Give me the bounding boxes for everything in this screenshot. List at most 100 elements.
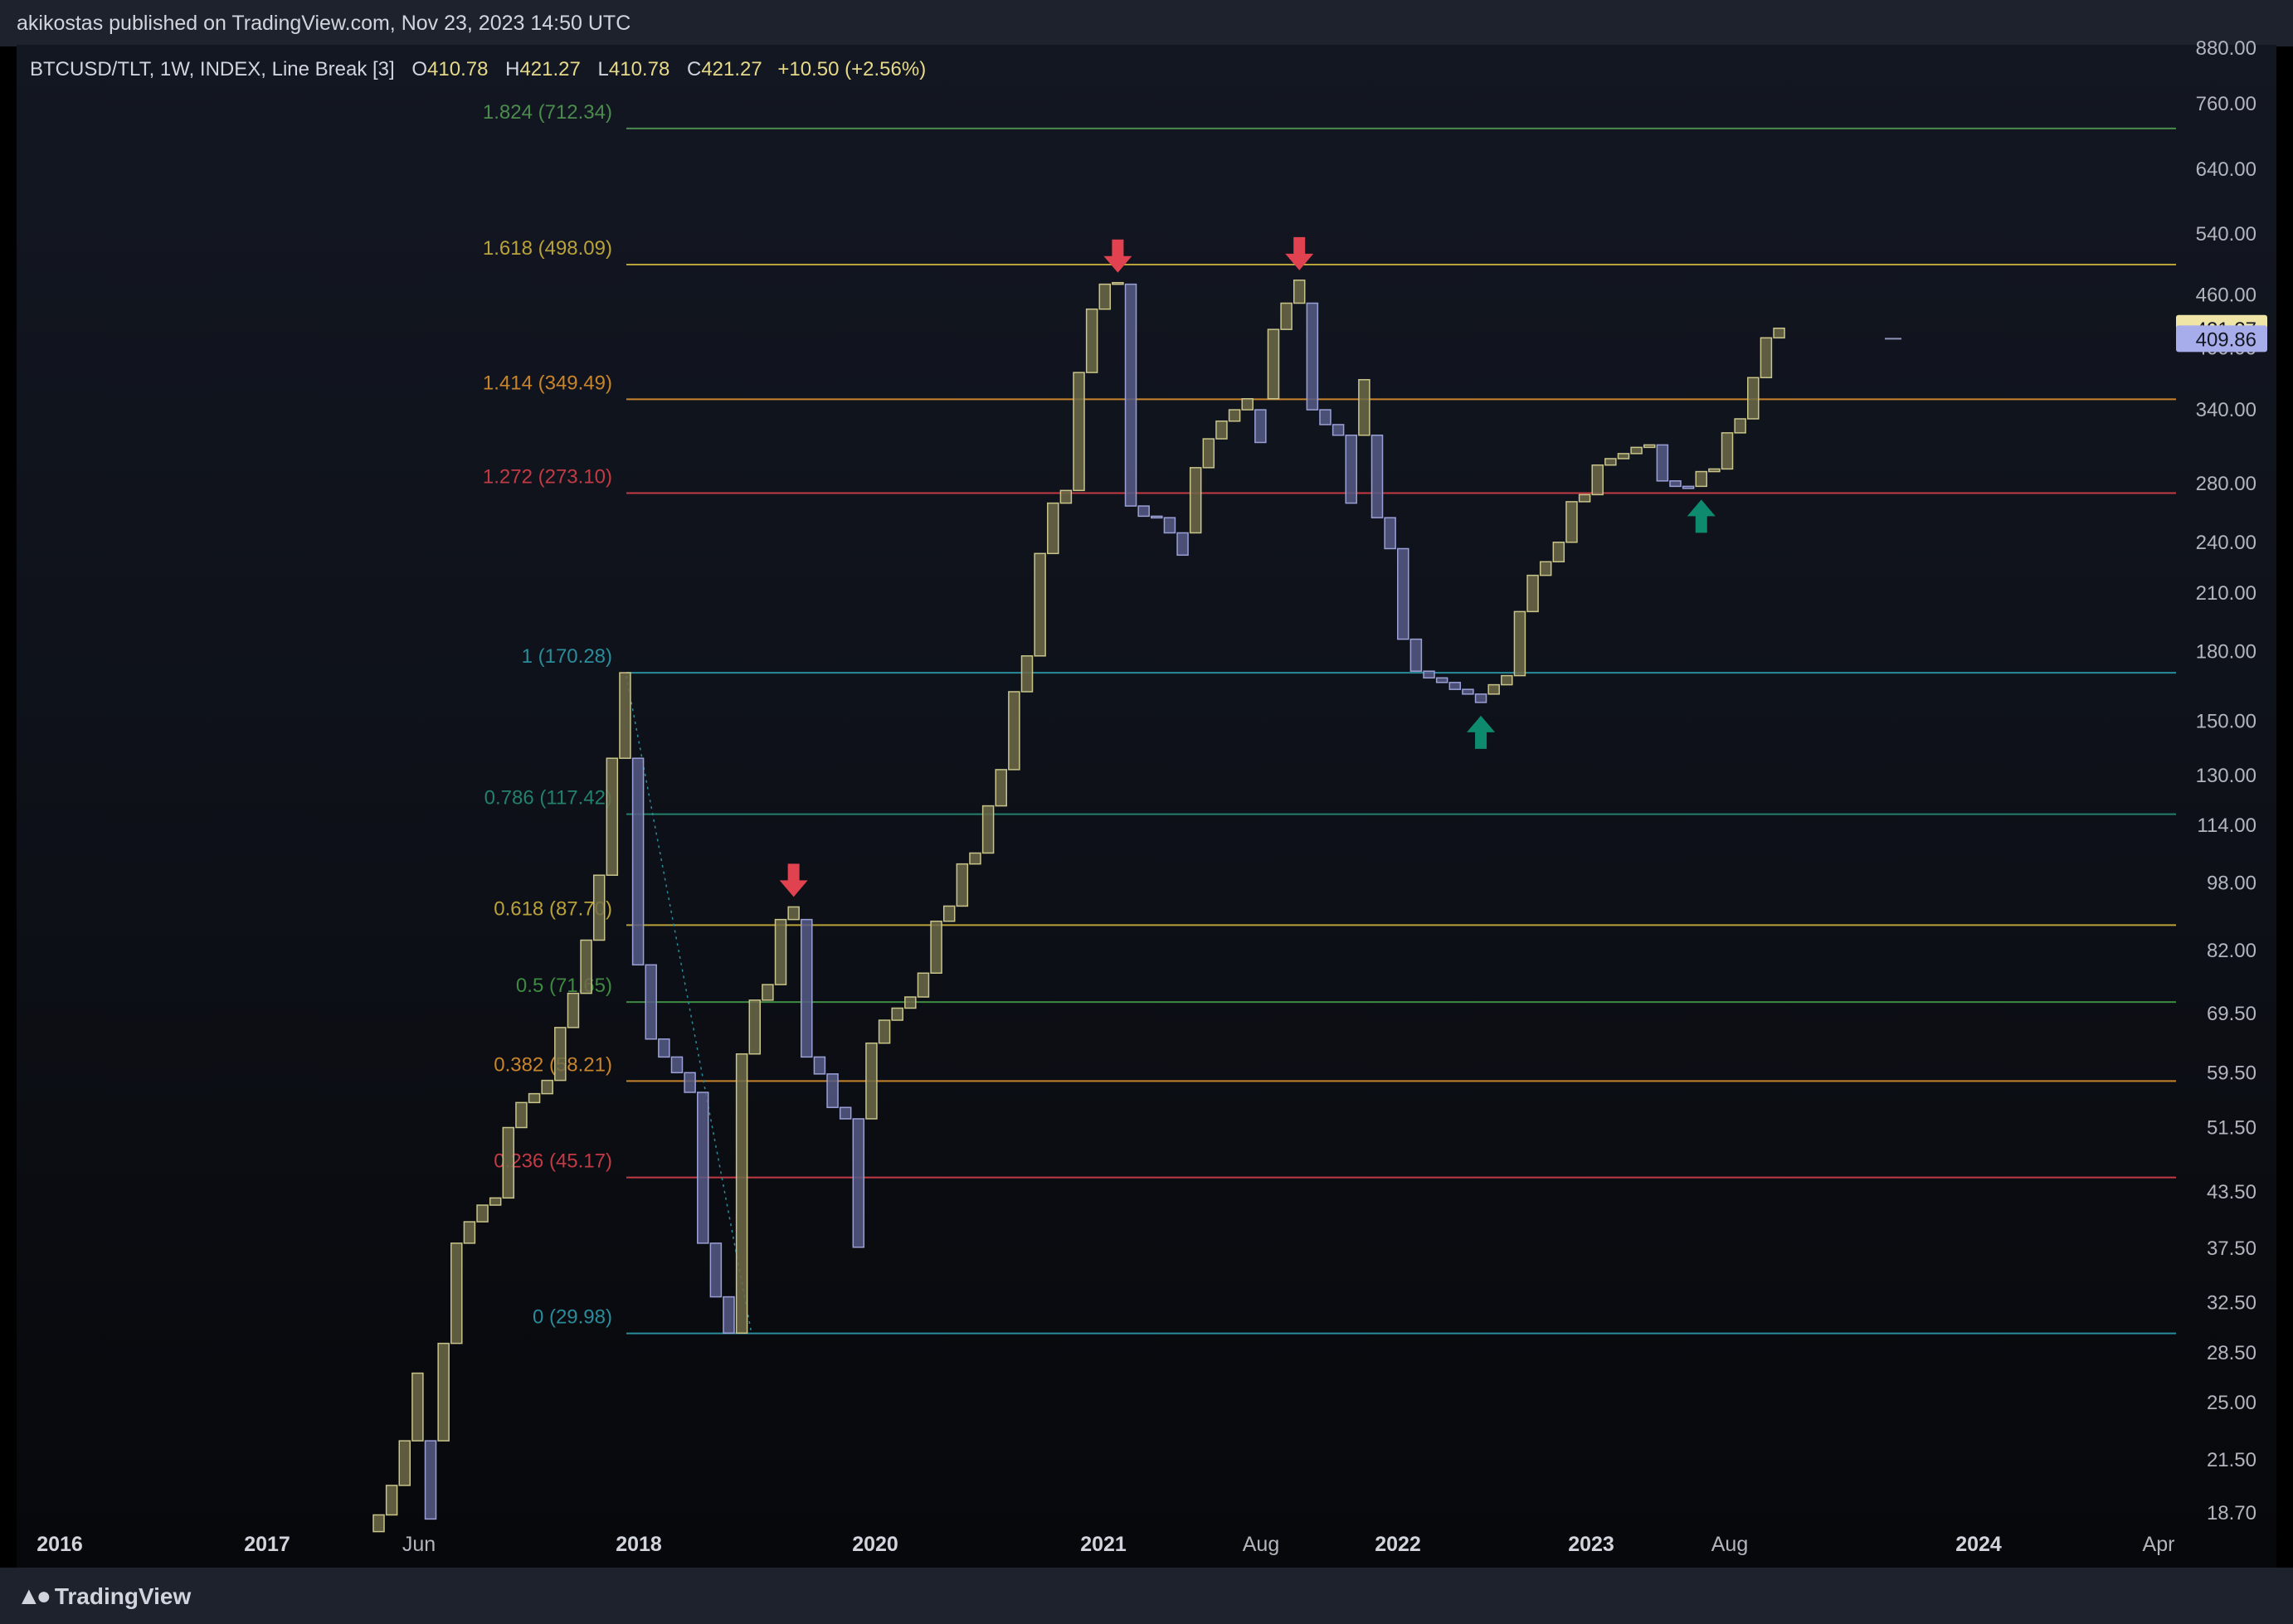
chart-frame[interactable] — [17, 45, 2276, 1568]
up-brick — [1617, 453, 1630, 459]
up-brick — [619, 672, 631, 759]
branding-footer — [0, 1568, 2293, 1624]
up-brick — [1008, 691, 1020, 771]
down-brick — [1124, 283, 1137, 507]
fibonacci-retracement[interactable]: 1.824 (712.34) 1.618 (498.09) 1.414 (349.4… — [483, 101, 2176, 1335]
open-label: O — [411, 58, 428, 80]
up-brick — [981, 805, 995, 854]
low-value: 410.78 — [608, 58, 670, 80]
fib-level-label: 1 (170.28) — [522, 645, 612, 668]
up-brick — [995, 769, 1007, 807]
price-tick-label: 21.50 — [2207, 1449, 2256, 1471]
signal-arrows — [779, 236, 1716, 897]
price-tick-label: 150.00 — [2196, 710, 2256, 732]
down-brick — [1682, 485, 1695, 489]
down-brick — [813, 1056, 826, 1075]
down-brick — [1176, 532, 1189, 557]
up-brick — [1565, 501, 1578, 543]
up-brick — [1241, 398, 1254, 411]
up-brick — [942, 905, 956, 922]
down-brick — [1254, 409, 1267, 444]
time-tick-label: 2021 — [1080, 1533, 1127, 1556]
down-brick — [852, 1118, 865, 1248]
down-brick — [1669, 480, 1682, 488]
close-label: C — [686, 58, 702, 80]
symbol-name: BTCUSD/TLT, 1W, INDEX, Line Break [3] — [30, 58, 395, 80]
price-tick-label: 25.00 — [2207, 1392, 2256, 1414]
time-tick-label: 2018 — [616, 1533, 662, 1556]
price-tick-label: 114.00 — [2197, 814, 2256, 837]
up-brick — [1760, 337, 1773, 379]
down-brick — [1448, 682, 1462, 690]
price-tick-label: 32.50 — [2207, 1292, 2256, 1315]
price-tick-label: 540.00 — [2196, 223, 2256, 246]
time-tick-label: 2017 — [244, 1533, 290, 1556]
up-brick — [1708, 468, 1721, 473]
up-brick — [762, 984, 774, 1001]
time-tick-label: Aug — [1711, 1533, 1748, 1556]
buy-arrow-icon — [1467, 715, 1496, 749]
high-label: H — [505, 58, 520, 80]
up-brick — [1643, 444, 1656, 449]
up-brick — [1085, 308, 1098, 373]
down-brick — [684, 1072, 696, 1093]
tradingview-logo-icon: ▲● — [17, 1583, 51, 1610]
down-brick — [1397, 547, 1409, 640]
fib-level-label: 1.824 (712.34) — [483, 101, 612, 124]
down-brick — [1435, 677, 1448, 683]
up-brick — [437, 1342, 450, 1442]
down-brick — [1306, 302, 1319, 411]
time-axis[interactable]: 2016 2017 Jun 2018 2020 2021 Aug 2022 2023 Aug 202… — [37, 1533, 2174, 1556]
price-tick-label: 130.00 — [2196, 765, 2256, 787]
price-tick-label: 340.00 — [2196, 399, 2256, 421]
up-brick — [1228, 409, 1241, 422]
up-brick — [1513, 610, 1526, 677]
up-brick — [1280, 302, 1293, 330]
down-brick — [826, 1073, 839, 1108]
down-brick — [1370, 434, 1384, 518]
close-value: 421.27 — [701, 58, 762, 80]
up-brick — [592, 874, 606, 941]
down-brick — [658, 1038, 670, 1058]
up-brick — [774, 918, 787, 985]
price-axis[interactable]: 880.00760.00640.00540.00460.00400.00340.… — [2196, 37, 2256, 1524]
fib-level-label: 0.618 (87.70) — [494, 897, 612, 920]
sell-arrow-icon — [1103, 239, 1132, 273]
price-tick-label: 98.00 — [2207, 872, 2256, 894]
time-tick-label: Apr — [2143, 1533, 2175, 1556]
time-tick-label: Aug — [1243, 1533, 1279, 1556]
price-tick-label: 28.50 — [2207, 1342, 2256, 1364]
up-brick — [502, 1126, 515, 1199]
price-tick-label: 640.00 — [2196, 158, 2256, 181]
fib-level-label: 0.786 (117.42) — [484, 787, 612, 810]
down-brick — [723, 1296, 735, 1335]
last-price-labels: 421.27409.86 — [2176, 314, 2267, 353]
time-tick-label: 2023 — [1568, 1533, 1614, 1556]
up-brick — [580, 939, 592, 994]
up-brick — [1552, 542, 1565, 563]
buy-arrow-icon — [1687, 499, 1716, 533]
fib-level-label: 0 (29.98) — [533, 1306, 612, 1329]
fib-level-label: 0.5 (71.65) — [516, 975, 612, 997]
down-brick — [1384, 517, 1396, 550]
price-tick-label: 51.50 — [2207, 1116, 2256, 1139]
price-tick-label: 460.00 — [2196, 284, 2256, 306]
down-brick — [1331, 424, 1345, 436]
sell-arrow-icon — [1285, 236, 1314, 270]
up-brick — [891, 1007, 903, 1021]
down-brick — [645, 964, 657, 1040]
up-brick — [1358, 379, 1370, 436]
symbol-legend: BTCUSD/TLT, 1W, INDEX, Line Break [3] O 4… — [30, 58, 926, 81]
time-tick-label: 2022 — [1375, 1533, 1421, 1556]
tradingview-logo[interactable]: ▲● TradingView — [17, 1583, 191, 1611]
sell-arrow-icon — [779, 863, 808, 897]
brand-name: TradingView — [54, 1583, 192, 1609]
up-brick — [554, 1027, 567, 1082]
up-brick — [515, 1101, 528, 1129]
up-brick — [1604, 458, 1617, 466]
down-brick — [1319, 409, 1331, 425]
time-tick-label: 2016 — [37, 1533, 83, 1556]
down-brick — [670, 1056, 684, 1074]
price-label-box — [2176, 325, 2267, 353]
